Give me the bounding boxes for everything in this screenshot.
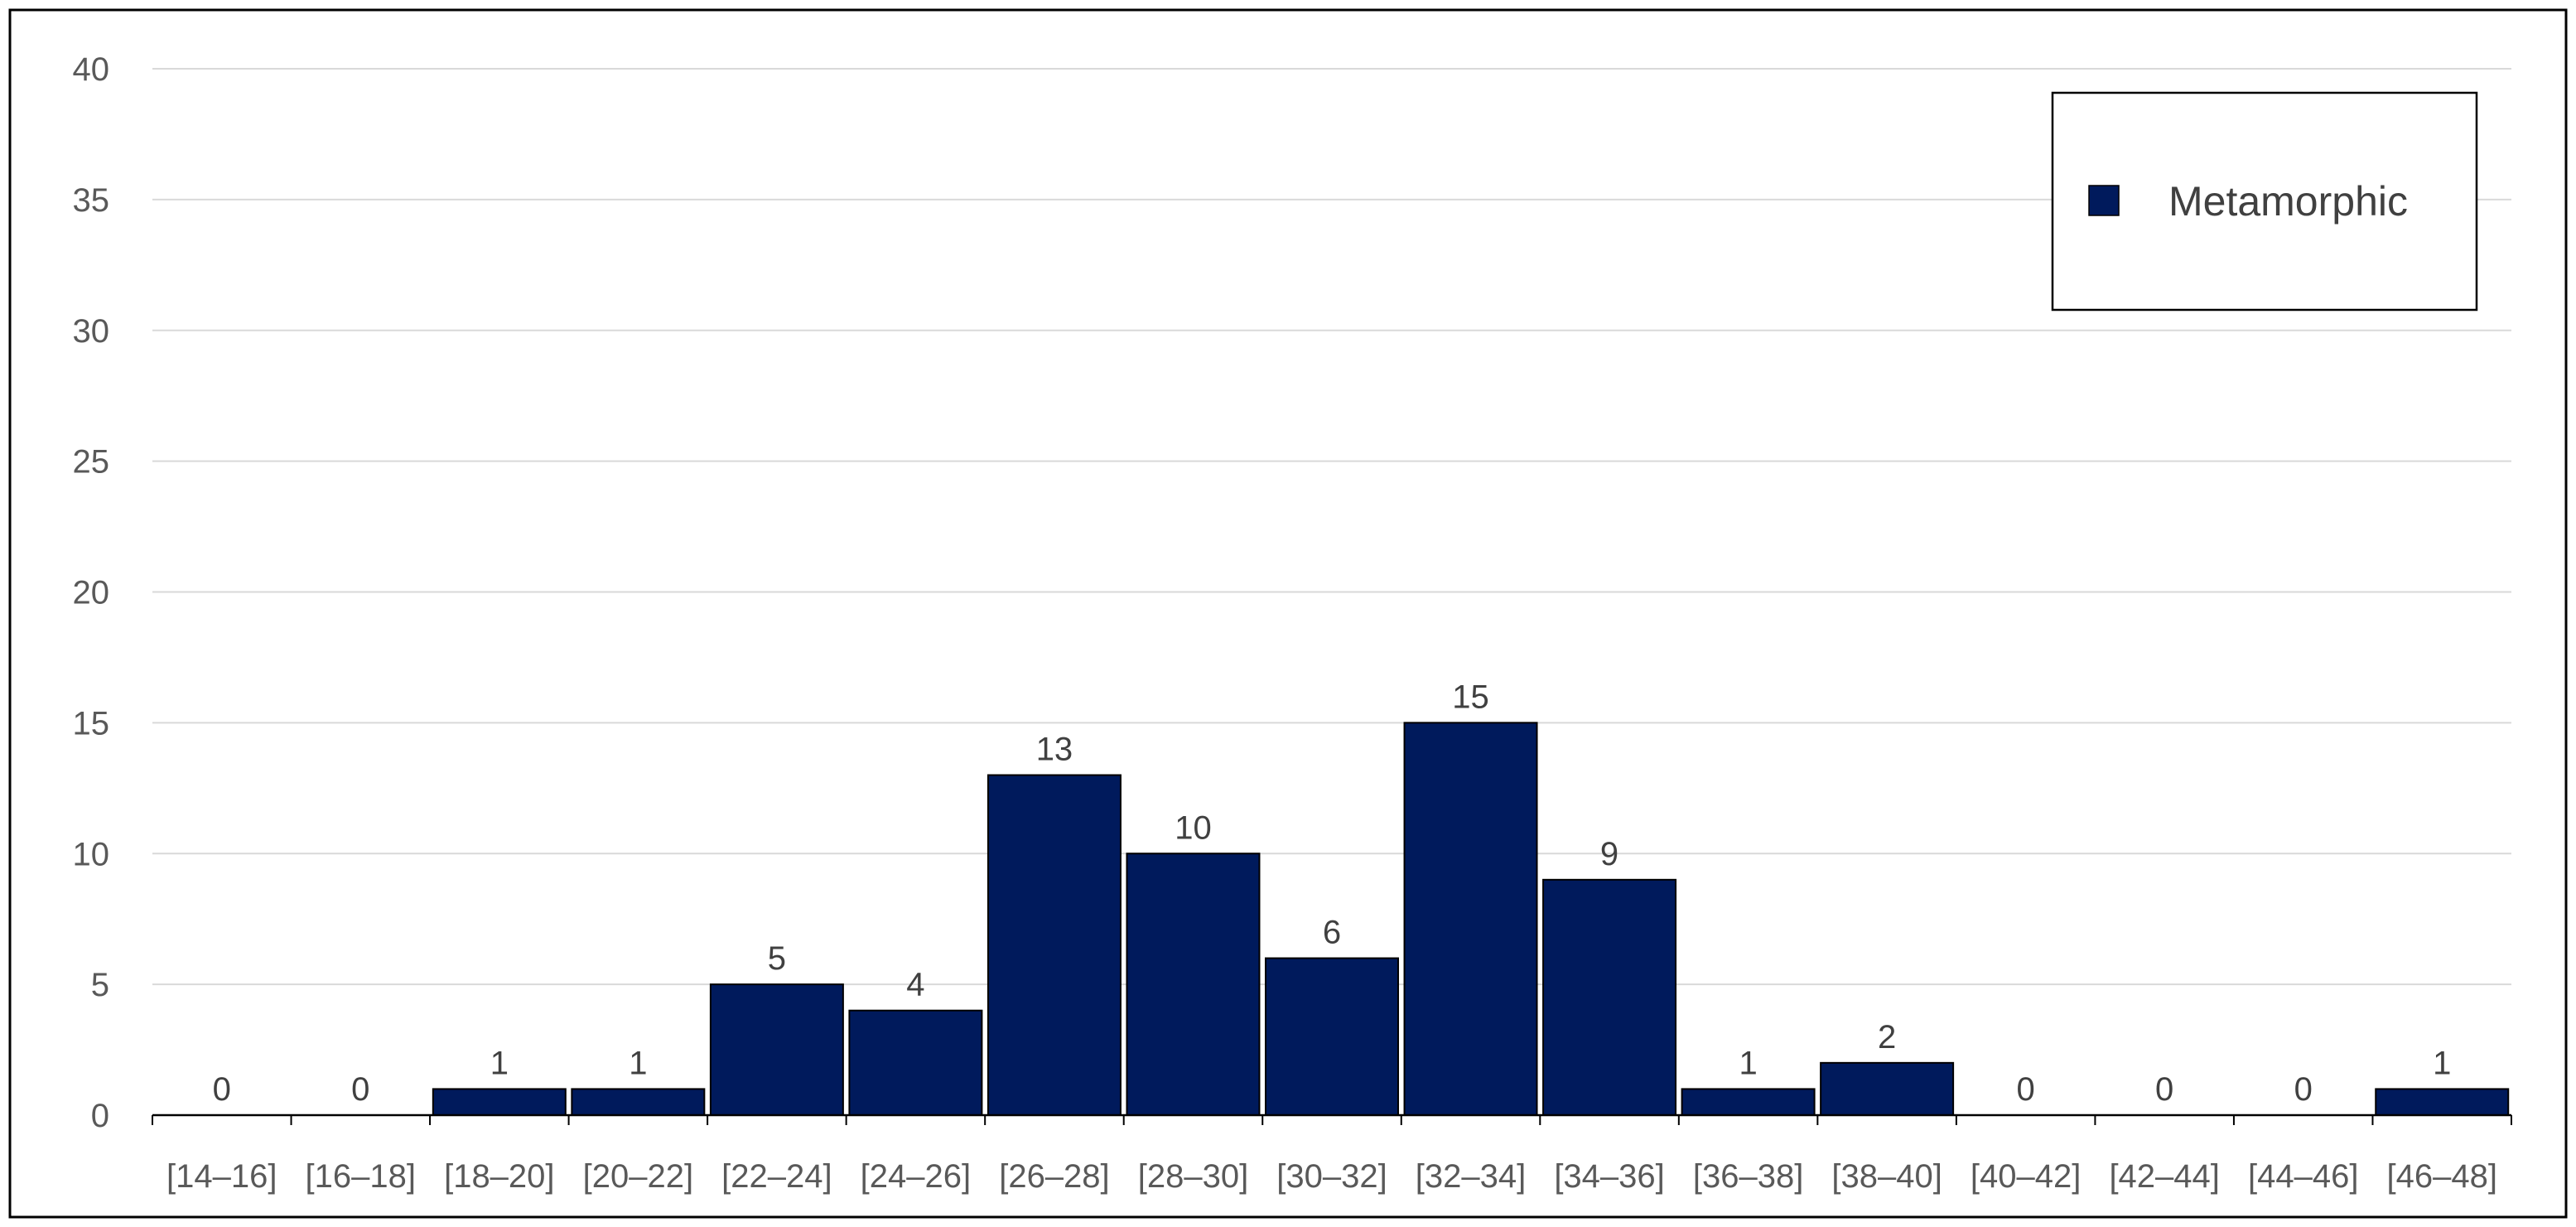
data-label: 4 (906, 967, 924, 1003)
bar (1126, 853, 1261, 1116)
x-tick-label: [38–40] (1831, 1158, 1942, 1195)
x-tick-label: [42–44] (2109, 1158, 2219, 1195)
y-tick-label: 30 (73, 313, 110, 350)
x-tick-label: [36–38] (1693, 1158, 1803, 1195)
bar (709, 983, 844, 1116)
bar (1403, 722, 1538, 1116)
x-tick-label: [24–26] (861, 1158, 971, 1195)
y-tick-label: 0 (91, 1098, 109, 1134)
y-tick-label: 10 (73, 836, 110, 872)
bars (432, 722, 2510, 1117)
data-label: 0 (2294, 1071, 2313, 1108)
data-label: 2 (1878, 1019, 1896, 1056)
data-label: 1 (1739, 1045, 1757, 1081)
data-label: 5 (768, 940, 786, 977)
data-label: 0 (2155, 1071, 2173, 1108)
bar (1265, 957, 1399, 1117)
x-tick-label: [40–42] (1971, 1158, 2081, 1195)
y-tick-label: 5 (91, 967, 109, 1003)
legend-box (2051, 91, 2478, 312)
y-tick-label: 25 (73, 444, 110, 481)
bar (571, 1088, 706, 1117)
data-label: 0 (351, 1071, 369, 1108)
legend-label: Metamorphic (2168, 178, 2408, 225)
x-tick-label: [22–24] (721, 1158, 832, 1195)
x-tick-label: [44–46] (2248, 1158, 2358, 1195)
x-tick-label: [16–18] (306, 1158, 416, 1195)
x-axis: [14–16] [16–18] [18–20] [20–22] [22–24] [24–2… (152, 1113, 2512, 1195)
x-tick-label: [32–34] (1416, 1158, 1526, 1195)
x-tick-label: [26–28] (999, 1158, 1109, 1195)
legend: Metamorphic (2051, 91, 2478, 312)
x-tick-label: [34–36] (1554, 1158, 1664, 1195)
x-tick-label: [20–22] (583, 1158, 693, 1195)
y-tick-label: 15 (73, 705, 110, 742)
data-label: 1 (2433, 1045, 2451, 1081)
y-tick-label: 35 (73, 182, 110, 219)
x-tick-label: [46–48] (2387, 1158, 2497, 1195)
bar (432, 1088, 567, 1117)
y-tick-label: 20 (73, 575, 110, 611)
bar (1681, 1088, 1816, 1117)
data-label: 6 (1323, 915, 1341, 951)
bar (1820, 1061, 1955, 1116)
legend-swatch (2088, 185, 2120, 216)
data-label: 15 (1452, 679, 1489, 715)
bar (1542, 878, 1677, 1116)
data-label: 1 (629, 1045, 647, 1081)
data-label: 13 (1036, 732, 1073, 768)
bar (987, 774, 1122, 1117)
data-label: 0 (2017, 1071, 2035, 1108)
bar (848, 1009, 983, 1116)
data-label: 9 (1600, 836, 1618, 872)
x-tick-label: [18–20] (444, 1158, 554, 1195)
data-label: 0 (213, 1071, 231, 1108)
y-tick-label: 40 (73, 51, 110, 88)
x-tick-label: [30–32] (1276, 1158, 1387, 1195)
y-axis-ticks: 0 5 10 15 20 25 30 35 40 (73, 51, 110, 1134)
x-tick-label: [28–30] (1138, 1158, 1248, 1195)
data-label: 1 (490, 1045, 509, 1081)
x-tick-label: [14–16] (166, 1158, 277, 1195)
data-label: 10 (1175, 809, 1212, 846)
bar (2375, 1088, 2510, 1117)
